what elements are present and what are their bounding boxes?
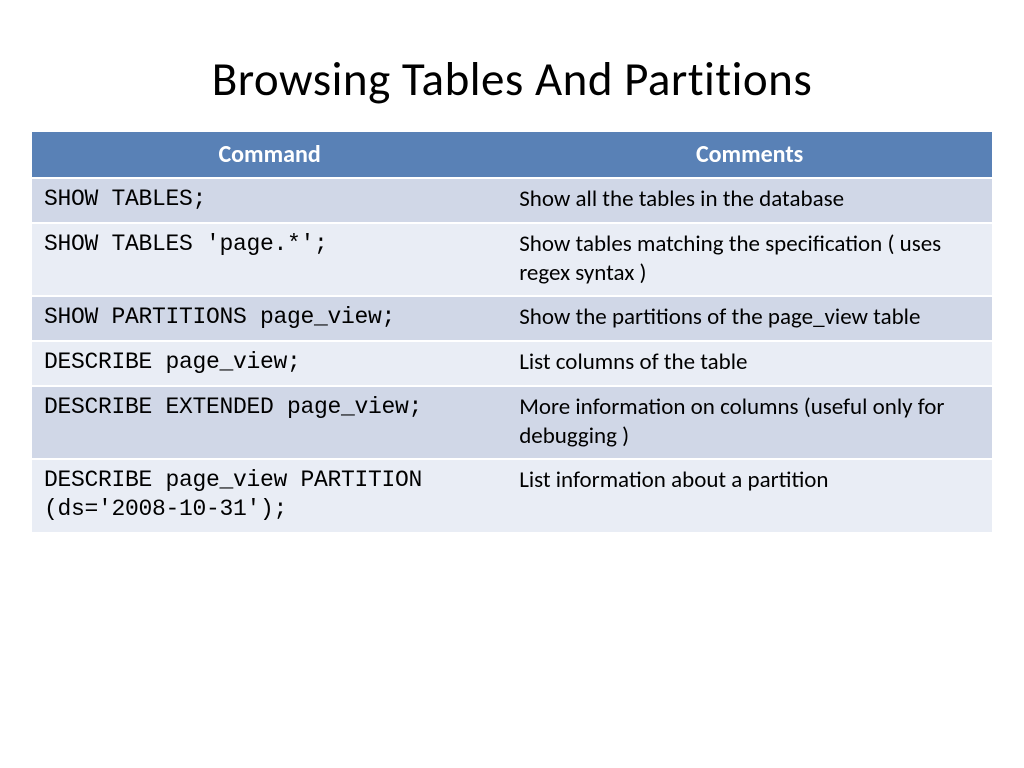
- table-row: SHOW PARTITIONS page_view; Show the part…: [32, 296, 992, 341]
- command-cell: SHOW TABLES 'page.*';: [32, 223, 507, 297]
- slide: Browsing Tables And Partitions Command C…: [0, 0, 1024, 768]
- command-cell: DESCRIBE EXTENDED page_view;: [32, 386, 507, 460]
- page-title: Browsing Tables And Partitions: [32, 50, 992, 108]
- command-cell: SHOW TABLES;: [32, 178, 507, 223]
- comments-cell: Show the partitions of the page_view tab…: [507, 296, 992, 341]
- table-header-command: Command: [32, 132, 507, 178]
- table-row: DESCRIBE EXTENDED page_view; More inform…: [32, 386, 992, 460]
- table-header-comments: Comments: [507, 132, 992, 178]
- table-row: SHOW TABLES 'page.*'; Show tables matchi…: [32, 223, 992, 297]
- table-row: SHOW TABLES; Show all the tables in the …: [32, 178, 992, 223]
- command-cell: DESCRIBE page_view;: [32, 341, 507, 386]
- command-cell: DESCRIBE page_view PARTITION (ds='2008-1…: [32, 459, 507, 533]
- commands-table: Command Comments SHOW TABLES; Show all t…: [32, 132, 992, 534]
- comments-cell: More information on columns (useful only…: [507, 386, 992, 460]
- command-cell: SHOW PARTITIONS page_view;: [32, 296, 507, 341]
- table-row: DESCRIBE page_view PARTITION (ds='2008-1…: [32, 459, 992, 533]
- comments-cell: Show tables matching the specification (…: [507, 223, 992, 297]
- table-row: DESCRIBE page_view; List columns of the …: [32, 341, 992, 386]
- table-header-row: Command Comments: [32, 132, 992, 178]
- comments-cell: List columns of the table: [507, 341, 992, 386]
- comments-cell: List information about a partition: [507, 459, 992, 533]
- comments-cell: Show all the tables in the database: [507, 178, 992, 223]
